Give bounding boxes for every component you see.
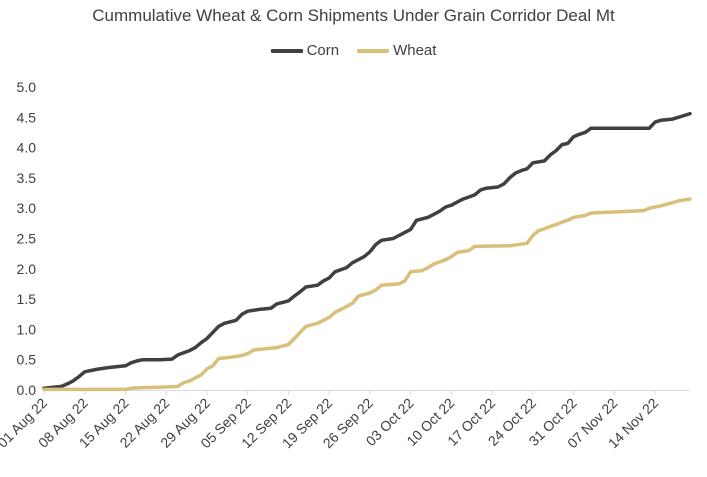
y-tick-label: 0.0	[17, 382, 37, 398]
y-tick-label: 2.0	[17, 261, 37, 277]
series-line-corn	[42, 111, 692, 390]
series-line-wheat	[42, 197, 692, 392]
legend-swatch-wheat	[357, 48, 390, 53]
legend-label-corn: Corn	[306, 42, 340, 59]
y-tick-label: 3.0	[17, 200, 37, 216]
y-tick-label: 5.0	[17, 79, 37, 95]
chart-title: Cummulative Wheat & Corn Shipments Under…	[92, 6, 615, 25]
legend-swatch-corn	[270, 48, 303, 53]
y-tick-label: 3.5	[17, 170, 37, 186]
y-tick-label: 0.5	[17, 352, 37, 368]
legend-item-wheat: Wheat	[357, 42, 436, 59]
legend: Corn Wheat	[0, 42, 707, 59]
y-tick-label: 2.5	[17, 231, 37, 247]
legend-item-corn: Corn	[270, 42, 340, 59]
y-tick-label: 1.0	[17, 321, 37, 337]
legend-label-wheat: Wheat	[393, 42, 437, 59]
y-tick-label: 4.5	[17, 109, 37, 125]
y-tick-label: 4.0	[17, 140, 37, 156]
y-tick-label: 1.5	[17, 291, 37, 307]
